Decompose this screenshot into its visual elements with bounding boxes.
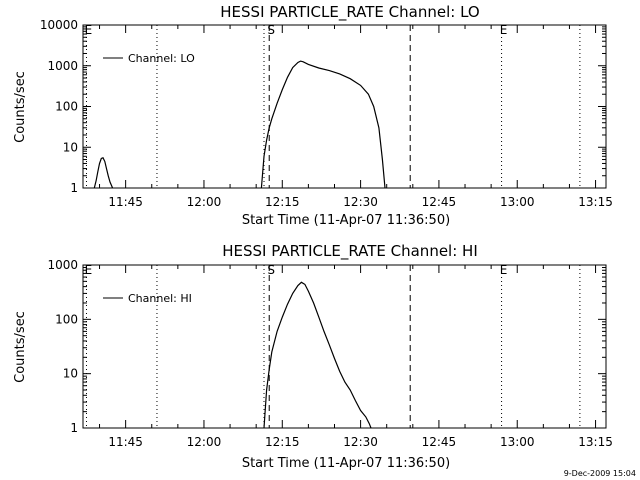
series-line — [263, 281, 372, 429]
event-marker-label: E — [500, 23, 508, 37]
chart-title: HESSI PARTICLE_RATE Channel: HI — [222, 242, 478, 261]
y-axis-ticks: 1 10 100 1000 — [47, 258, 606, 435]
x-tick-label: 12:45 — [422, 435, 457, 449]
plot-frame — [82, 264, 607, 429]
series-line — [260, 60, 386, 189]
x-tick-label: 13:00 — [500, 435, 535, 449]
x-axis-ticks: 11:45 12:00 12:15 12:30 12:45 13:00 13:15 — [99, 265, 613, 449]
x-tick-label: 13:15 — [578, 195, 613, 209]
x-tick-label: 13:00 — [500, 195, 535, 209]
y-tick-label: 1 — [70, 421, 78, 435]
x-axis-label: Start Time (11-Apr-07 11:36:50) — [242, 456, 450, 471]
x-tick-label: 11:45 — [108, 195, 143, 209]
x-tick-label: 11:45 — [108, 435, 143, 449]
x-tick-label: 12:15 — [265, 195, 300, 209]
y-tick-label: 1 — [70, 181, 78, 195]
generation-timestamp: 9-Dec-2009 15:04 — [564, 469, 636, 478]
y-tick-label: 100 — [55, 312, 78, 326]
y-axis-ticks: 1 10 100 1000 10000 — [40, 18, 606, 195]
y-axis-label: Counts/sec — [13, 311, 28, 383]
event-marker-label: S — [267, 263, 275, 277]
event-marker-label: E — [85, 23, 93, 37]
data-series — [263, 281, 372, 429]
x-tick-label: 12:30 — [343, 435, 378, 449]
x-tick-label: 12:30 — [343, 195, 378, 209]
legend: Channel: HI — [103, 292, 192, 305]
x-axis-label: Start Time (11-Apr-07 11:36:50) — [242, 213, 450, 228]
event-marker-label: E — [500, 263, 508, 277]
event-marker-label: S — [267, 23, 275, 37]
legend: Channel: LO — [103, 52, 195, 65]
x-tick-label: 13:15 — [578, 435, 613, 449]
y-tick-label: 10 — [63, 367, 78, 381]
y-axis-label: Counts/sec — [13, 71, 28, 143]
y-tick-label: 10000 — [40, 18, 78, 32]
plot-frame — [82, 24, 607, 189]
y-tick-label: 10 — [63, 140, 78, 154]
y-tick-label: 100 — [55, 100, 78, 114]
x-tick-label: 12:00 — [187, 435, 222, 449]
event-marker-label: E — [85, 263, 93, 277]
x-tick-label: 12:00 — [187, 195, 222, 209]
legend-label: Channel: LO — [128, 52, 195, 65]
legend-label: Channel: HI — [128, 292, 192, 305]
y-tick-label: 1000 — [47, 59, 78, 73]
series-line — [93, 157, 114, 189]
data-series — [93, 60, 386, 189]
x-tick-label: 12:45 — [422, 195, 457, 209]
y-tick-label: 1000 — [47, 258, 78, 272]
x-tick-label: 12:15 — [265, 435, 300, 449]
chart-title: HESSI PARTICLE_RATE Channel: LO — [220, 3, 479, 22]
x-axis-ticks: 11:45 12:00 12:15 12:30 12:45 13:00 13:15 — [99, 25, 613, 209]
